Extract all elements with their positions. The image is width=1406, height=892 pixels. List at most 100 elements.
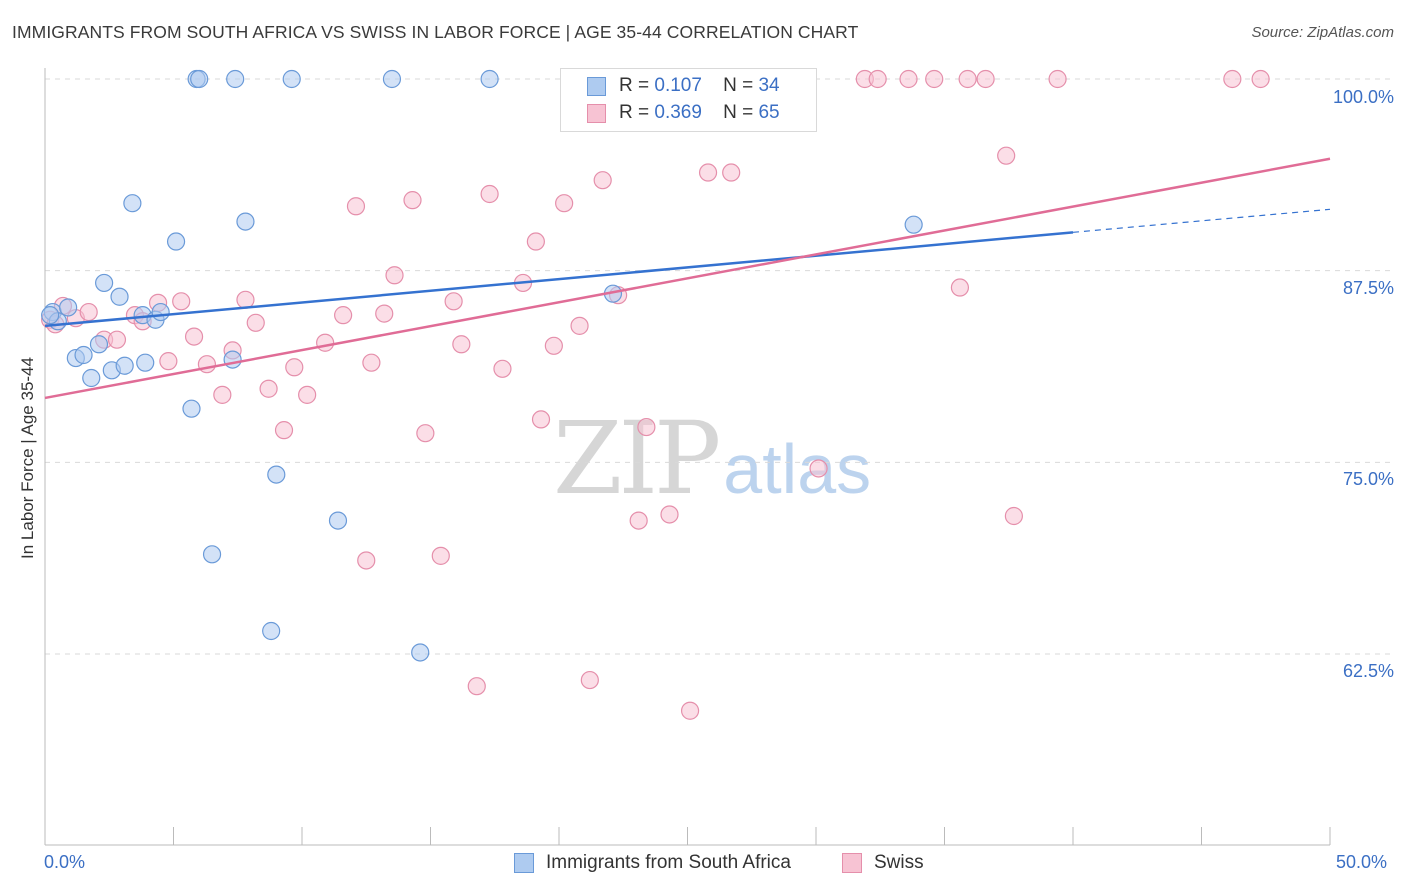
data-point-south-africa <box>236 212 255 231</box>
data-point-south-africa <box>95 273 114 293</box>
trend-line-extension-south-africa <box>1072 208 1331 233</box>
data-point-south-africa <box>74 345 93 365</box>
data-point-south-africa <box>41 306 60 325</box>
data-point-swiss <box>544 336 563 355</box>
data-point-swiss <box>385 266 404 285</box>
data-point-south-africa <box>226 69 245 89</box>
data-point-south-africa <box>223 350 242 369</box>
data-point-south-africa <box>904 215 923 234</box>
bottom-legend-label-series-a: Immigrants from South Africa <box>546 852 791 873</box>
data-point-swiss <box>1048 69 1067 89</box>
data-point-swiss <box>79 302 98 322</box>
legend-n-value-a: 34 <box>758 75 780 96</box>
data-point-swiss <box>593 171 612 190</box>
data-point-swiss <box>298 385 317 404</box>
data-point-swiss <box>236 290 255 309</box>
data-point-south-africa <box>382 69 402 89</box>
data-point-swiss <box>346 197 366 216</box>
data-point-swiss <box>493 359 512 378</box>
data-point-south-africa <box>89 335 109 354</box>
data-point-swiss <box>362 353 381 372</box>
data-point-south-africa <box>267 465 286 484</box>
data-point-south-africa <box>411 643 430 662</box>
y-axis-label: In Labor Force | Age 35-44 <box>18 357 37 559</box>
data-point-swiss <box>660 505 679 524</box>
data-point-swiss <box>925 69 944 89</box>
data-point-south-africa <box>59 298 78 317</box>
data-point-swiss <box>172 292 191 311</box>
data-point-swiss <box>285 358 304 377</box>
data-point-swiss <box>467 677 486 696</box>
legend-swatch-series-a <box>587 77 606 96</box>
data-point-swiss <box>637 417 656 437</box>
data-point-swiss <box>722 163 741 182</box>
data-point-swiss <box>997 146 1016 165</box>
x-tick-label: 50.0% <box>1336 852 1388 872</box>
data-point-swiss <box>629 511 648 530</box>
data-point-swiss <box>375 304 394 323</box>
data-point-south-africa <box>115 356 134 375</box>
legend-r-value-a: 0.107 <box>654 75 702 96</box>
data-point-swiss <box>213 385 232 404</box>
data-point-south-africa <box>480 69 499 89</box>
data-point-swiss <box>452 335 471 354</box>
y-tick-label: 75.0% <box>1342 469 1394 489</box>
data-point-swiss <box>416 424 435 443</box>
data-point-swiss <box>1251 69 1270 89</box>
bottom-legend-swatch-series-a <box>514 853 534 873</box>
data-point-swiss <box>1223 69 1242 89</box>
data-point-swiss <box>431 546 450 565</box>
data-point-swiss <box>531 410 551 429</box>
data-point-swiss <box>274 421 294 440</box>
x-tick-label: 0.0% <box>44 852 86 872</box>
y-tick-label: 62.5% <box>1342 661 1394 681</box>
y-tick-label: 87.5% <box>1342 278 1394 298</box>
data-point-swiss <box>334 306 353 325</box>
data-point-swiss <box>159 352 178 371</box>
legend-text-series-b: R = 0.369 N = 65 <box>619 102 780 123</box>
data-point-south-africa <box>282 69 301 89</box>
data-point-south-africa <box>166 232 186 251</box>
correlation-legend: R = 0.107 N = 34 R = 0.369 N = 65 <box>560 68 817 132</box>
data-point-swiss <box>480 184 499 204</box>
data-point-swiss <box>680 701 700 720</box>
data-point-south-africa <box>123 194 142 213</box>
data-point-swiss <box>958 69 977 89</box>
bottom-legend-label-series-b: Swiss <box>874 852 924 873</box>
data-point-swiss <box>698 163 718 182</box>
data-point-swiss <box>899 69 918 89</box>
legend-r-value-b: 0.369 <box>654 102 702 123</box>
data-point-swiss <box>316 333 335 352</box>
data-point-swiss <box>444 292 463 311</box>
y-tick-label: 100.0% <box>1332 87 1394 107</box>
data-point-swiss <box>555 194 574 213</box>
data-point-south-africa <box>202 545 222 564</box>
data-point-south-africa <box>328 511 348 530</box>
source-label: Source: ZipAtlas.com <box>1251 24 1394 41</box>
data-point-south-africa <box>182 399 201 418</box>
data-point-swiss <box>259 379 278 398</box>
data-point-swiss <box>809 459 828 478</box>
data-point-swiss <box>403 191 422 210</box>
data-point-swiss <box>570 316 589 335</box>
data-point-swiss <box>868 69 887 89</box>
data-point-swiss <box>184 327 204 346</box>
trend-line-swiss <box>44 157 1331 400</box>
data-point-swiss <box>526 232 545 251</box>
data-point-south-africa <box>151 302 170 322</box>
data-point-swiss <box>246 313 265 332</box>
data-point-swiss <box>1004 506 1023 526</box>
data-point-south-africa <box>82 368 101 388</box>
trend-line-south-africa <box>44 231 1074 328</box>
data-point-south-africa <box>262 621 281 641</box>
data-point-swiss <box>107 330 127 349</box>
data-point-south-africa <box>110 287 129 306</box>
data-point-south-africa <box>136 353 155 372</box>
data-point-swiss <box>580 670 599 690</box>
data-point-swiss <box>976 69 995 89</box>
data-point-swiss <box>357 551 376 570</box>
data-point-south-africa <box>190 69 209 89</box>
chart-title: IMMIGRANTS FROM SOUTH AFRICA VS SWISS IN… <box>12 22 859 42</box>
bottom-legend-swatch-series-b <box>842 853 862 873</box>
